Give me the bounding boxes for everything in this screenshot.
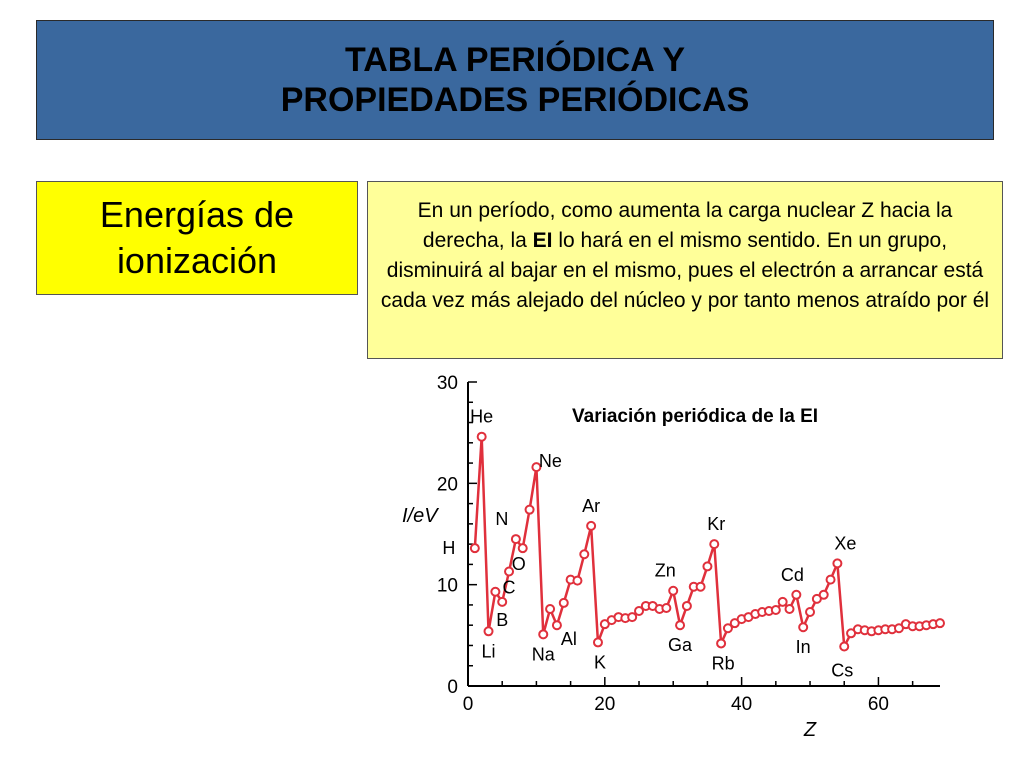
data-point [709, 539, 720, 550]
data-point [661, 602, 672, 613]
title-banner: TABLA PERIÓDICA Y PROPIEDADES PERIÓDICAS [36, 20, 994, 140]
explanation-bold-term: EI [532, 229, 553, 252]
x-tick-label: 40 [731, 694, 752, 715]
x-axis-label: Z [803, 719, 817, 741]
data-point [517, 543, 528, 554]
element-label: Ga [668, 635, 693, 655]
data-point [551, 620, 562, 631]
data-point [572, 575, 583, 586]
element-label: Na [532, 644, 556, 664]
element-label: O [512, 554, 526, 574]
data-point [695, 581, 706, 592]
element-label: Kr [707, 514, 725, 534]
y-tick-label: 0 [447, 677, 458, 698]
element-label: He [470, 407, 493, 427]
data-point [586, 520, 597, 531]
topic-line-1: Energías de [99, 194, 295, 235]
data-point [818, 589, 829, 600]
element-label: H [442, 538, 455, 558]
element-label: Rb [712, 653, 735, 673]
data-point [832, 558, 843, 569]
data-point [627, 612, 638, 623]
data-point [531, 462, 542, 473]
data-point [805, 607, 816, 618]
data-point [476, 431, 487, 442]
element-label: Li [482, 641, 496, 661]
data-point [490, 586, 501, 597]
data-point [716, 638, 727, 649]
x-tick-label: 0 [463, 694, 474, 715]
data-point [675, 620, 686, 631]
element-label: Ar [582, 496, 600, 516]
topic-box: Energías de ionización [36, 181, 358, 295]
x-tick-label: 20 [594, 694, 615, 715]
element-label: Xe [834, 533, 856, 553]
data-point [538, 629, 549, 640]
explanation-text-2: lo hará en el mismo sentido. En un grupo… [380, 229, 990, 312]
element-label: K [594, 652, 606, 672]
y-tick-label: 30 [437, 373, 458, 394]
element-label: In [796, 637, 811, 657]
data-point [634, 606, 645, 617]
element-label: C [503, 577, 516, 597]
data-point [681, 600, 692, 611]
data-point [784, 603, 795, 614]
element-label: Cd [781, 565, 804, 585]
page-title-line-2: PROPIEDADES PERIÓDICAS [280, 81, 750, 119]
element-label: Al [561, 629, 577, 649]
y-tick-label: 10 [437, 576, 458, 597]
explanation-box: En un período, como aumenta la carga nuc… [367, 181, 1003, 359]
data-point [668, 585, 679, 596]
topic-line-2: ionización [116, 240, 278, 281]
data-point [483, 626, 494, 637]
data-point [702, 561, 713, 572]
data-point [791, 589, 802, 600]
data-point [592, 637, 603, 648]
data-point [777, 596, 788, 607]
element-label: Zn [655, 561, 676, 581]
x-tick-label: 60 [868, 694, 889, 715]
data-point [558, 597, 569, 608]
data-point [469, 543, 480, 554]
chart-title: Variación periódica de la EI [572, 406, 819, 427]
data-point [510, 534, 521, 545]
data-point [722, 623, 733, 634]
data-point [825, 574, 836, 585]
element-label: B [496, 610, 508, 630]
page-title-line-1: TABLA PERIÓDICA Y [344, 41, 686, 79]
data-point [798, 622, 809, 633]
data-point [497, 596, 508, 607]
data-point [524, 504, 535, 515]
data-point [839, 641, 850, 652]
element-label: Ne [539, 451, 562, 471]
data-point [545, 603, 556, 614]
y-tick-label: 20 [437, 474, 458, 495]
y-axis-label: I/eV [402, 505, 439, 527]
data-point [504, 566, 515, 577]
explanation-text-1: En un período, como aumenta la carga nuc… [417, 199, 953, 252]
element-label: Cs [831, 660, 853, 680]
data-point [770, 605, 781, 615]
element-label: N [495, 509, 508, 529]
data-point [579, 549, 590, 560]
data-point [935, 618, 945, 629]
